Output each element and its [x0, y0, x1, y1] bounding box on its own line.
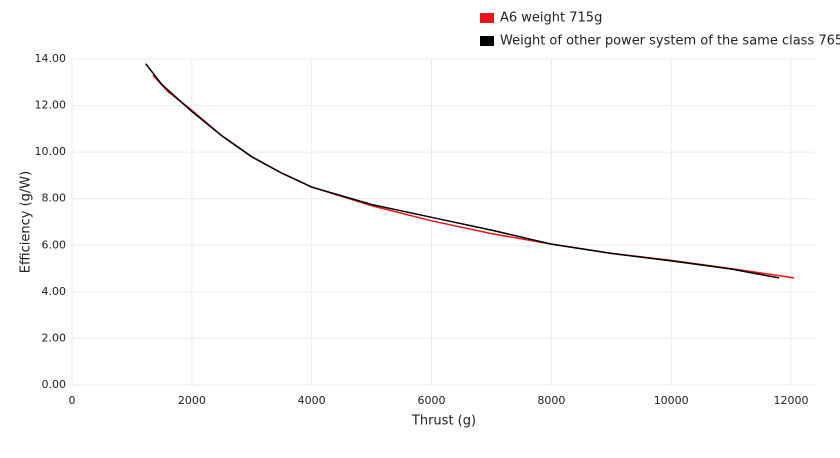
- legend-label: Weight of other power system of the same…: [500, 34, 840, 49]
- x-axis-title: Thrust (g): [411, 414, 476, 429]
- line-series: [145, 63, 780, 279]
- y-tick-label: 14.00: [35, 52, 67, 65]
- y-tick-label: 2.00: [42, 331, 67, 344]
- x-tick-label: 12000: [774, 394, 809, 407]
- y-axis-title: Efficiency (g/W): [19, 171, 34, 273]
- x-tick-label: 2000: [178, 394, 206, 407]
- x-tick-label: 10000: [654, 394, 689, 407]
- y-tick-label: 0.00: [42, 378, 67, 391]
- legend-swatch: [480, 13, 494, 23]
- y-tick-label: 10.00: [35, 145, 67, 158]
- y-tick-label: 4.00: [42, 285, 67, 298]
- x-tick-label: 4000: [298, 394, 326, 407]
- y-tick-label: 8.00: [42, 192, 67, 205]
- x-tick-label: 8000: [537, 394, 565, 407]
- legend-label: A6 weight 715g: [500, 11, 602, 26]
- legend-swatch: [480, 36, 494, 46]
- x-tick-label: 6000: [418, 394, 446, 407]
- x-tick-label: 0: [69, 394, 76, 407]
- y-tick-label: 12.00: [35, 99, 67, 112]
- y-tick-label: 6.00: [42, 238, 67, 251]
